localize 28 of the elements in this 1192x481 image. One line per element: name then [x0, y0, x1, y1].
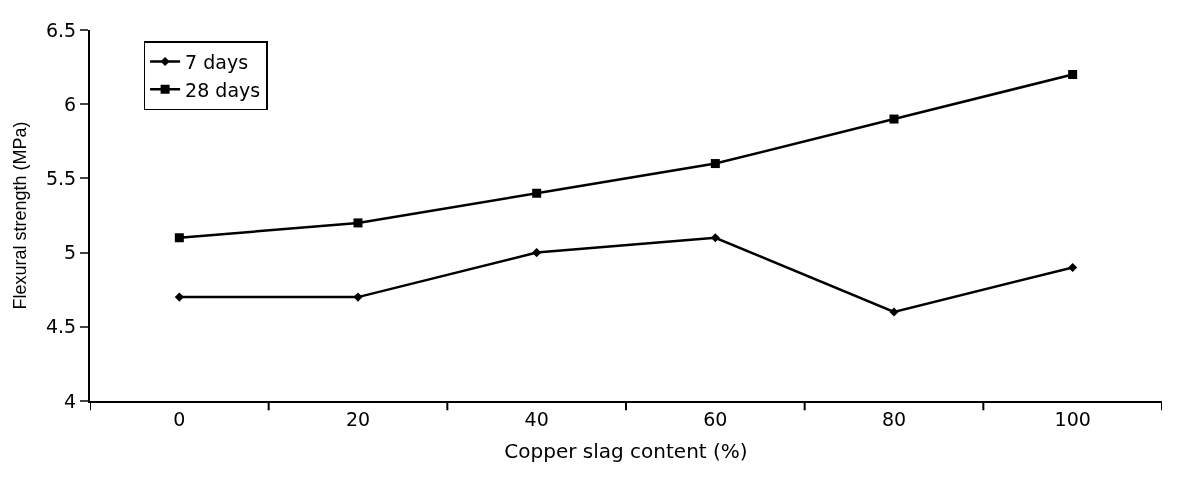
- point: [1068, 70, 1078, 80]
- x-tick-label: 80: [881, 407, 907, 430]
- point: [710, 233, 720, 243]
- x-tick-label: 0: [173, 407, 186, 430]
- point: [174, 292, 184, 302]
- y-tick-label: 4.5: [45, 315, 77, 338]
- point: [710, 159, 720, 169]
- y-tick-label: 5.5: [45, 167, 77, 190]
- y-axis-title: Flexural strength (MPa): [9, 121, 30, 310]
- y-tick-label: 4: [64, 389, 77, 412]
- y-tick-label: 6: [64, 92, 77, 115]
- x-tick-label: 100: [1054, 407, 1091, 430]
- x-tick-label: 40: [524, 407, 549, 430]
- x-axis-title: Copper slag content (%): [504, 438, 748, 463]
- y-tick-label: 5: [64, 241, 77, 264]
- point: [353, 292, 363, 302]
- point: [889, 114, 899, 124]
- point: [532, 248, 542, 258]
- x-tick-label: 60: [703, 407, 728, 430]
- point: [1068, 262, 1078, 272]
- y-tick-label: 6.5: [45, 18, 77, 41]
- legend-label: 28 days: [185, 78, 261, 101]
- x-tick-label: 20: [345, 407, 371, 430]
- point: [532, 188, 542, 198]
- point: [889, 307, 899, 317]
- point: [174, 233, 184, 243]
- legend-label: 7 days: [185, 50, 249, 73]
- point: [353, 218, 363, 228]
